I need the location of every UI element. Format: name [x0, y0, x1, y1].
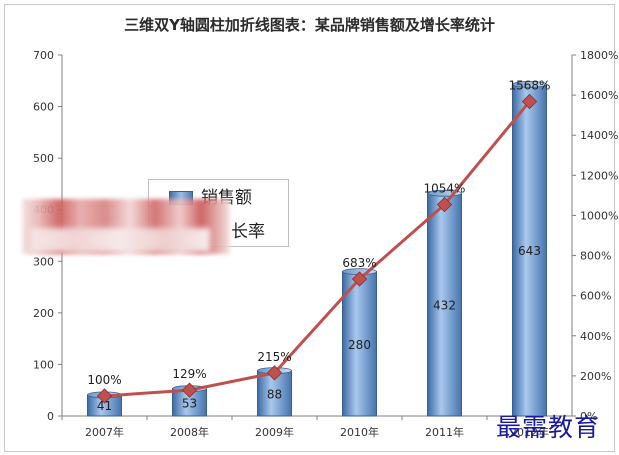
growth-marker — [436, 196, 453, 213]
growth-marker — [266, 365, 283, 381]
line-group — [96, 93, 538, 404]
growth-value-label: 1568% — [509, 79, 551, 93]
y-left-tick-label: 200 — [33, 307, 54, 320]
y-right-tick-label: 800% — [580, 250, 611, 263]
y-right-tick-label: 400% — [580, 330, 611, 343]
y-left-tick-label: 300 — [33, 255, 54, 268]
growth-value-label: 683% — [342, 256, 376, 270]
x-tick-label: 2007年 — [85, 425, 124, 439]
watermark-text: 最需教育 — [496, 413, 601, 442]
axes-group: 01002003004005006007000%200%400%600%800%… — [33, 49, 618, 439]
bar-value-label: 53 — [182, 396, 197, 410]
y-right-tick-label: 600% — [580, 290, 611, 303]
y-right-tick-label: 200% — [580, 370, 611, 383]
growth-marker — [181, 382, 198, 398]
bar-value-label: 41 — [97, 399, 112, 413]
bar — [427, 192, 462, 417]
y-right-tick-label: 1000% — [580, 209, 618, 222]
bar — [342, 271, 377, 417]
y-left-tick-label: 700 — [33, 49, 54, 62]
growth-marker — [521, 93, 538, 110]
bar-cap — [512, 80, 547, 88]
labels-group: 41 53 88 280 432 643 100% 129% 215% 683% 1054% 1568… — [87, 79, 550, 413]
growth-value-label: 1054% — [424, 182, 466, 196]
y-right-tick-label: 1800% — [580, 49, 618, 62]
y-left-tick-label: 0 — [47, 410, 54, 423]
bar-value-label: 432 — [433, 299, 456, 313]
growth-value-label: 215% — [257, 350, 291, 364]
growth-line — [104, 100, 531, 398]
growth-marker — [351, 271, 368, 287]
y-right-tick-label: 1600% — [580, 89, 618, 102]
growth-value-label: 129% — [172, 367, 206, 381]
x-tick-label: 2011年 — [425, 425, 464, 439]
bar-value-label: 88 — [267, 387, 282, 401]
bar-value-label: 280 — [348, 338, 371, 352]
blurred-region-lower — [30, 228, 210, 252]
legend-item-growth: 长率 — [169, 217, 265, 242]
growth-marker — [96, 388, 113, 404]
y-left-tick-label: 100 — [33, 358, 54, 371]
bar — [512, 83, 547, 417]
y-right-tick-label: 1200% — [580, 169, 618, 182]
y-right-tick-label: 1400% — [580, 129, 618, 142]
growth-value-label: 100% — [87, 373, 121, 387]
chart-title: 三维双Y轴圆柱加折线图表：某品牌销售额及增长率统计 — [124, 16, 495, 34]
x-tick-label: 2010年 — [340, 425, 379, 439]
x-tick-label: 2008年 — [170, 425, 209, 439]
x-tick-label: 2009年 — [255, 425, 294, 439]
y-left-tick-label: 500 — [33, 152, 54, 165]
y-right-tick-label: 0% — [580, 410, 597, 423]
legend-label-growth: 长率 — [231, 222, 265, 242]
x-tick-label: 2012年 — [510, 425, 549, 439]
y-left-tick-label: 600 — [33, 101, 54, 114]
bar-value-label: 643 — [518, 244, 541, 258]
